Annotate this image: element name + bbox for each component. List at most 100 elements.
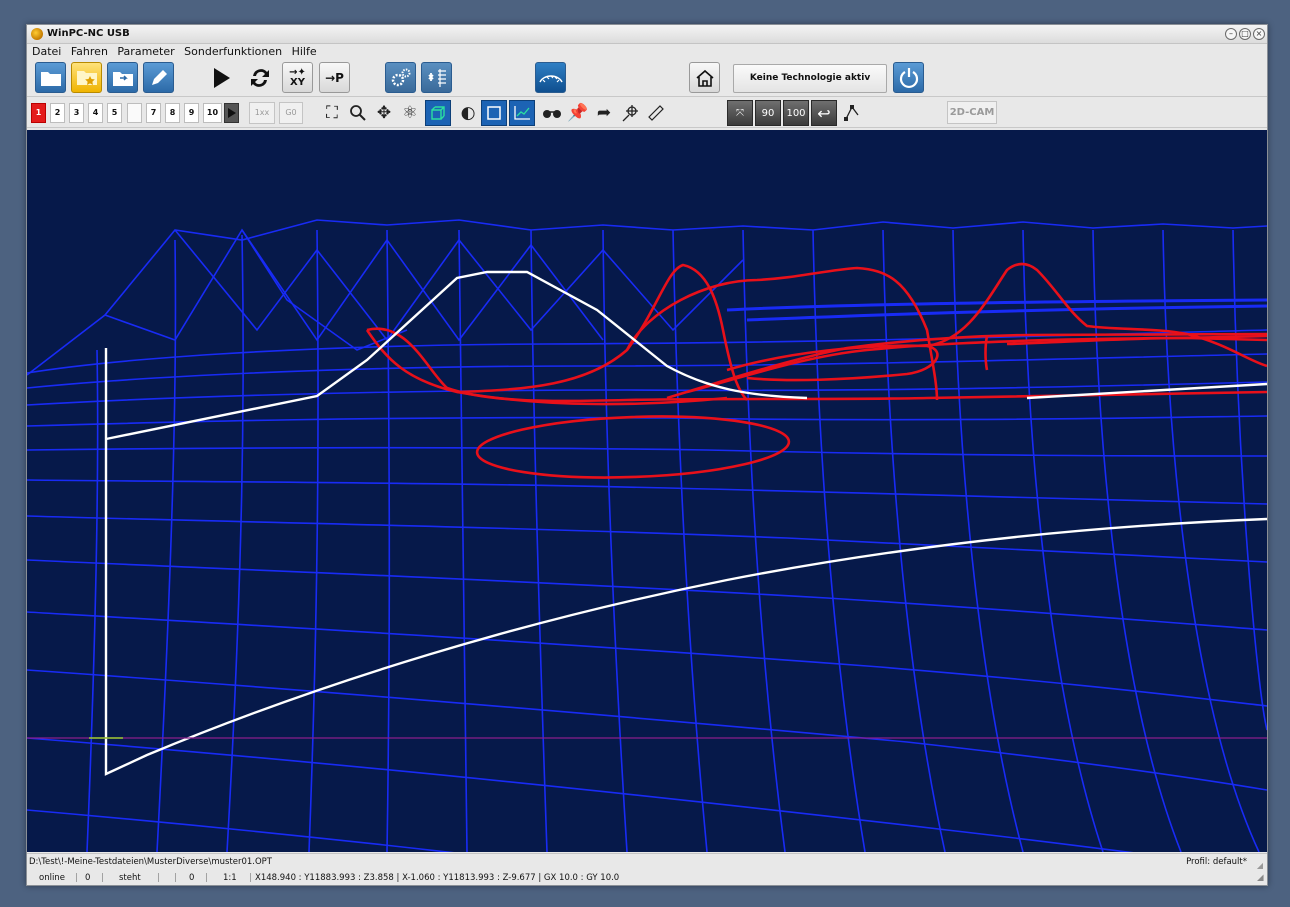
layer-button-6[interactable] xyxy=(127,103,142,123)
layer-button-8[interactable]: 8 xyxy=(165,103,180,123)
pan-icon[interactable]: ✥ xyxy=(376,103,392,123)
move-to-xy-button[interactable]: →✦ XY xyxy=(282,62,313,93)
move-to-park-button[interactable]: →P xyxy=(319,62,350,93)
contrast-icon[interactable]: ◐ xyxy=(460,103,476,123)
maximize-icon[interactable]: □ xyxy=(1239,28,1251,40)
ruler-icon[interactable] xyxy=(643,100,669,126)
technology-status[interactable]: Keine Technologie aktiv xyxy=(733,64,887,93)
rotate-90-button[interactable]: 90 xyxy=(755,100,781,126)
move-p-icon: →P xyxy=(325,70,344,85)
separator: | xyxy=(174,873,177,883)
layer-button-9[interactable]: 9 xyxy=(184,103,199,123)
coordinate-readout: X148.940 : Y11883.993 : Z3.858 | X-1.060… xyxy=(255,873,620,883)
power-icon xyxy=(899,67,918,88)
repeat-button[interactable] xyxy=(244,62,275,93)
move-xy-label: XY xyxy=(290,76,305,88)
import-button[interactable] xyxy=(107,62,138,93)
pin-icon[interactable]: 📌 xyxy=(567,103,589,123)
separator: | xyxy=(75,873,78,883)
fit-view-icon[interactable]: ⛶ xyxy=(326,103,338,123)
file-path: D:\Test\!-Meine-Testdateien\MusterDivers… xyxy=(29,857,272,867)
scale-status: 1:1 xyxy=(223,873,237,883)
menu-bar: Datei Fahren Parameter Sonderfunktionen … xyxy=(27,44,1267,59)
status-bar-bottom: online | 0 | steht | | 0 | 1:1 | X148.94… xyxy=(27,870,1267,886)
rotate-100-button[interactable]: 100 xyxy=(783,100,809,126)
rotate-100-icon: 100 xyxy=(786,107,806,119)
menu-parameter[interactable]: Parameter xyxy=(117,45,175,58)
menu-datei[interactable]: Datei xyxy=(32,45,62,58)
menu-sonderfunktionen[interactable]: Sonderfunktionen xyxy=(184,45,283,58)
edit-button[interactable] xyxy=(143,62,174,93)
folder-arrow-icon xyxy=(112,71,133,86)
minimize-icon[interactable]: – xyxy=(1225,28,1237,40)
rotate-3d-icon[interactable]: ⚛ xyxy=(402,103,418,123)
window-title: WinPC-NC USB xyxy=(47,28,130,39)
start-button[interactable] xyxy=(205,62,236,93)
shrink-icon[interactable]: ⤧ xyxy=(727,100,753,126)
main-toolbar: →✦ XY →P Keine Technologie aktiv xyxy=(27,60,1267,97)
menu-fahren[interactable]: Fahren xyxy=(70,45,108,58)
profile-label: Profil: default* xyxy=(1186,857,1247,867)
view-toolbar: 1 2 3 4 5 7 8 9 10 1xx G0 ⛶ ✥ ⚛ ◐ 📌 ➦ xyxy=(27,97,1267,128)
layer-button-2[interactable]: 2 xyxy=(50,103,65,123)
layer-button-10[interactable]: 10 xyxy=(203,103,222,123)
surface-icon xyxy=(538,74,563,82)
rotate-90-icon: 90 xyxy=(761,107,775,119)
play-icon xyxy=(213,67,230,88)
tools-button[interactable] xyxy=(421,62,452,93)
surface-mesh xyxy=(27,219,1267,852)
tool-list-icon xyxy=(427,68,446,87)
resize-grip-icon: ◢ xyxy=(1256,861,1263,870)
frame-view-icon[interactable] xyxy=(481,100,507,126)
menu-hilfe[interactable]: Hilfe xyxy=(291,45,317,58)
toolpath-red xyxy=(365,262,1267,479)
folder-star-icon xyxy=(76,70,97,85)
return-icon[interactable]: ↩ xyxy=(811,100,837,126)
refresh-icon xyxy=(250,68,269,87)
open-file-button[interactable] xyxy=(35,62,66,93)
g0-button[interactable]: G0 xyxy=(279,102,303,124)
separator: | xyxy=(157,873,160,883)
connection-status: online xyxy=(39,873,65,883)
pencil-icon xyxy=(151,69,167,85)
cursor-target-icon[interactable] xyxy=(617,100,643,126)
separator: | xyxy=(101,873,104,883)
close-icon[interactable]: × xyxy=(1253,28,1265,40)
layer-button-4[interactable]: 4 xyxy=(88,103,103,123)
separator: | xyxy=(249,873,252,883)
status-bar-top: D:\Test\!-Meine-Testdateien\MusterDivers… xyxy=(27,853,1267,870)
motion-status: steht xyxy=(119,873,141,883)
title-bar: WinPC-NC USB – □ × xyxy=(27,25,1267,44)
surface-scan-button[interactable] xyxy=(535,62,566,93)
favorites-button[interactable] xyxy=(71,62,102,93)
toolpath-canvas xyxy=(27,219,1267,852)
settings-button[interactable] xyxy=(385,62,416,93)
graphics-viewport[interactable] xyxy=(27,130,1267,852)
layer-button-3[interactable]: 3 xyxy=(69,103,84,123)
chart-view-icon[interactable] xyxy=(509,100,535,126)
zoom-icon[interactable] xyxy=(345,100,371,126)
move-xy-icon: →✦ xyxy=(289,66,306,78)
layer-button-7[interactable]: 7 xyxy=(146,103,161,123)
layer-button-1[interactable]: 1 xyxy=(31,103,46,123)
glasses-icon[interactable] xyxy=(539,100,565,126)
1xx-button[interactable]: 1xx xyxy=(249,102,275,124)
gears-icon xyxy=(391,68,410,86)
house-icon xyxy=(695,69,714,87)
cube-view-icon[interactable] xyxy=(425,100,451,126)
toolpath-white xyxy=(104,270,1267,776)
layer-next-button[interactable] xyxy=(224,103,239,123)
power-button[interactable] xyxy=(893,62,924,93)
home-button[interactable] xyxy=(689,62,720,93)
main-window: WinPC-NC USB – □ × Datei Fahren Paramete… xyxy=(26,24,1268,886)
undo-arrow-icon[interactable]: ➦ xyxy=(596,103,612,123)
resize-grip-icon: ◢ xyxy=(1257,873,1264,883)
separator: | xyxy=(205,873,208,883)
node-edit-icon[interactable] xyxy=(839,100,865,126)
2d-cam-button[interactable]: 2D-CAM xyxy=(947,101,997,124)
status-count-2: 0 xyxy=(189,873,195,883)
layer-button-5[interactable]: 5 xyxy=(107,103,122,123)
app-logo-icon xyxy=(31,28,43,40)
status-count-1: 0 xyxy=(85,873,91,883)
folder-icon xyxy=(40,71,61,86)
